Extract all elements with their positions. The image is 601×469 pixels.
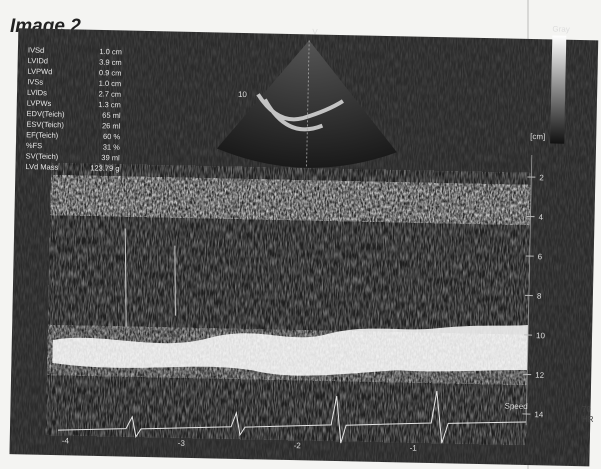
depth-ticks: 2 4 6 8 10 12 14: [522, 173, 546, 419]
measurement-label: LVPWs: [27, 98, 52, 108]
m-line: [306, 40, 310, 171]
ecg-trace: [57, 391, 527, 444]
depth-unit: [cm]: [530, 132, 545, 141]
caliper-lines: [124, 228, 176, 327]
measurement-label: ESV(Teich): [26, 120, 64, 130]
measurement-label: EF(Teich): [26, 130, 59, 140]
measurement-label: LVPWd: [27, 67, 52, 77]
measurement-label: SV(Teich): [26, 151, 59, 161]
depth-tick-label: 8: [537, 292, 542, 301]
time-tick-label: -2: [294, 441, 302, 450]
time-ticks: -4 -3 -2 -1: [62, 436, 418, 452]
measurement-label: LVd Mass: [25, 162, 58, 172]
speed-label: Speed: [504, 402, 527, 411]
measurement-label: EDV(Teich): [26, 109, 65, 119]
measurement-list: IVSd 1.0 cm LVIDd 3.9 cm LVPWd 0.9 cm IVSs 1.0 …: [25, 45, 122, 173]
measurement-value: 60 %: [103, 132, 121, 141]
grayscale-bar: [550, 35, 567, 144]
measurement-value: 123.79 g: [90, 163, 119, 173]
hr-unit: HR: [582, 415, 594, 424]
band-speckle: [47, 324, 529, 385]
heart-walls: [256, 93, 344, 132]
caliper: [174, 245, 176, 316]
depth-tick-label: 6: [538, 252, 543, 261]
measurement-value: 1.0 cm: [99, 79, 122, 88]
measurement-label: IVSd: [28, 45, 44, 54]
measurement-label: %FS: [26, 141, 42, 150]
measurement-value: 2.7 cm: [98, 89, 121, 98]
measurement-value: 65 ml: [102, 111, 121, 120]
depth-tick-label: 2: [539, 173, 544, 182]
caliper: [124, 228, 127, 327]
measurement-label: LVIDd: [28, 56, 48, 65]
septum-band: [50, 174, 532, 226]
measurement-value: 39 ml: [101, 153, 120, 162]
time-tick-label: -1: [410, 444, 418, 453]
sector-side-label: 10: [238, 90, 248, 99]
grayscale-label: Gray: [552, 24, 570, 33]
time-tick-label: -4: [62, 436, 70, 445]
measurement-label: LVIDs: [27, 88, 47, 97]
measurement-value: 26 ml: [102, 121, 121, 130]
depth-tick-label: 12: [535, 371, 545, 380]
depth-tick-label: 4: [538, 213, 543, 222]
measurement-value: 3.9 cm: [99, 58, 122, 67]
measurement-value: 1.3 cm: [98, 100, 121, 109]
measurement-value: 0.9 cm: [99, 68, 122, 77]
measurement-value: 31 %: [103, 142, 121, 151]
measurement-label: IVSs: [27, 77, 43, 86]
depth-tick-label: 14: [534, 410, 544, 419]
hr-value: 70: [582, 405, 591, 414]
time-tick-label: -3: [178, 439, 186, 448]
2d-sector: [216, 40, 397, 168]
depth-tick-label: 10: [536, 331, 546, 340]
depth-axis: [525, 155, 533, 425]
measurement-value: 1.0 cm: [99, 47, 122, 56]
sector-top-label: V: [312, 27, 318, 36]
